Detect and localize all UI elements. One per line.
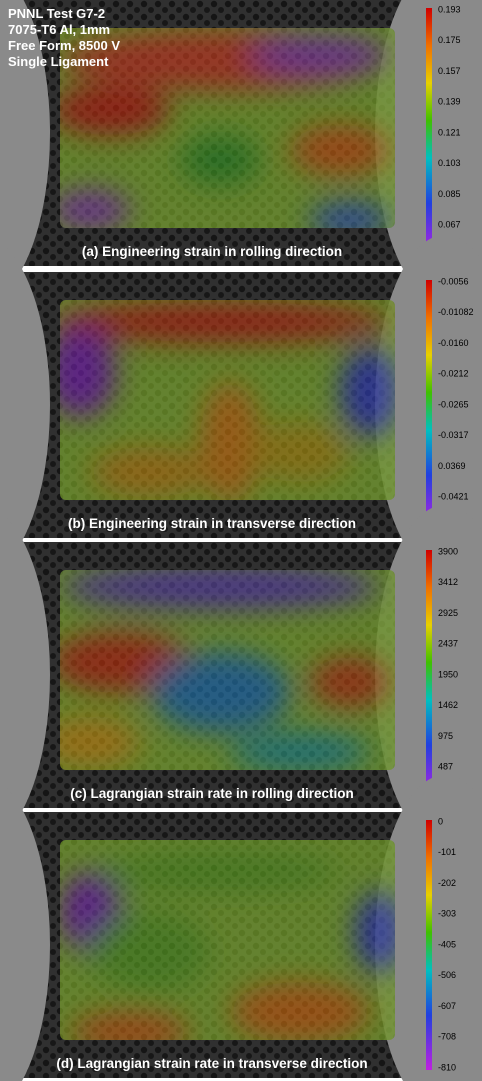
contour-map [60, 840, 395, 1040]
specimen-edge [0, 782, 50, 1081]
dot-overlay [60, 300, 395, 500]
colorbar-tick-label: -0.0160 [438, 338, 469, 348]
colorbar-tick-label: -405 [438, 939, 456, 949]
colorbar-tick-label: -101 [438, 847, 456, 857]
colorbar-tick-label: 0.121 [438, 127, 461, 137]
header-line: Free Form, 8500 V [8, 38, 120, 53]
colorbar-tick-label: 487 [438, 762, 453, 772]
colorbar-tick-label: 975 [438, 731, 453, 741]
colorbar-tick-label: -0.0265 [438, 399, 469, 409]
colorbar-tick-label: 0.139 [438, 97, 461, 107]
dot-overlay [60, 570, 395, 770]
colorbar-tick-label: -506 [438, 970, 456, 980]
specimen-edge [0, 242, 50, 568]
dot-overlay [60, 28, 395, 228]
colorbar-tick-label: 0.067 [438, 220, 461, 230]
contour-map [60, 300, 395, 500]
dot-overlay [60, 840, 395, 1040]
colorbar-tick-label: 0.157 [438, 66, 461, 76]
panel-caption: (c) Lagrangian strain rate in rolling di… [70, 786, 354, 801]
colorbar-tick-label: 1950 [438, 669, 458, 679]
colorbar-tick-label: 0.103 [438, 158, 461, 168]
colorbar-tick-label: 0.0369 [438, 461, 466, 471]
colorbar-tick-label: 0 [438, 816, 443, 826]
panel: (d) Lagrangian strain rate in transverse… [0, 775, 482, 1081]
colorbar-tick-label: 2925 [438, 608, 458, 618]
colorbar-tick-label: -708 [438, 1032, 456, 1042]
panel-caption: (d) Lagrangian strain rate in transverse… [56, 1056, 367, 1071]
colorbar-tick-label: 3412 [438, 577, 458, 587]
colorbar-tick-label: 0.085 [438, 189, 461, 199]
colorbar-tick-label: 3900 [438, 546, 458, 556]
colorbar-tick-label: 1462 [438, 700, 458, 710]
colorbar-tick-label: -0.01082 [438, 307, 474, 317]
colorbar-tick-label: -0.0421 [438, 492, 469, 502]
colorbar-tick-label: 2437 [438, 639, 458, 649]
colorbar-tick-label: -202 [438, 878, 456, 888]
panel-caption: (a) Engineering strain in rolling direct… [82, 244, 342, 259]
colorbar [426, 820, 432, 1070]
panel: (b) Engineering strain in transverse dir… [0, 235, 482, 575]
colorbar-tick-label: -303 [438, 909, 456, 919]
colorbar [426, 550, 432, 800]
colorbar-tick-label: -810 [438, 1062, 456, 1072]
header-line: Single Ligament [8, 54, 109, 69]
specimen-edge [0, 512, 50, 838]
specimen-edge [0, 0, 50, 296]
panel-caption: (b) Engineering strain in transverse dir… [68, 516, 356, 531]
colorbar-tick-label: 0.193 [438, 4, 461, 14]
contour-map [60, 28, 395, 228]
colorbar [426, 8, 432, 258]
header-line: PNNL Test G7-2 [8, 6, 105, 21]
colorbar-tick-label: -0.0317 [438, 430, 469, 440]
colorbar [426, 280, 432, 530]
panel: (a) Engineering strain in rolling direct… [0, 0, 482, 303]
contour-map [60, 570, 395, 770]
header-line: 7075-T6 Al, 1mm [8, 22, 110, 37]
colorbar-tick-label: -607 [438, 1001, 456, 1011]
panel: (c) Lagrangian strain rate in rolling di… [0, 505, 482, 845]
colorbar-tick-label: 0.175 [438, 35, 461, 45]
colorbar-tick-label: -0.0212 [438, 369, 469, 379]
colorbar-tick-label: -0.0056 [438, 276, 469, 286]
